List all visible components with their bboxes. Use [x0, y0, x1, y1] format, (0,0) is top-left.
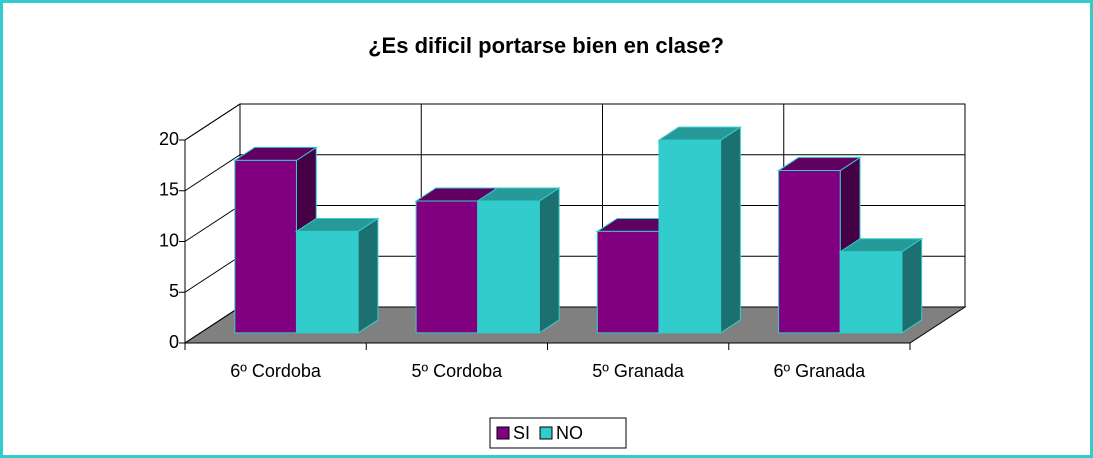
bar-side: [720, 126, 741, 334]
bar: [295, 230, 359, 334]
bar: [234, 159, 297, 334]
x-tick-label: 6º Cordoba: [230, 361, 322, 381]
legend-box: [489, 417, 627, 449]
y-tick-label: 15: [159, 180, 179, 200]
bar: [415, 200, 479, 334]
legend-label: NO: [556, 423, 583, 443]
bar: [839, 251, 903, 334]
x-tick-label: 5º Cordoba: [412, 361, 504, 381]
bar: [596, 230, 660, 334]
legend-label: SI: [513, 423, 530, 443]
legend-swatch: [496, 426, 510, 440]
y-tick-label: 10: [159, 230, 179, 250]
bar-side: [357, 217, 379, 334]
y-tick-label: 20: [159, 129, 179, 149]
x-tick-label: 5º Granada: [592, 361, 685, 381]
y-tick-label: 5: [169, 281, 179, 301]
y-tick-label: 0: [169, 332, 179, 352]
bar: [658, 139, 722, 334]
bar: [778, 170, 841, 334]
bar: [477, 200, 540, 334]
x-tick-label: 6º Granada: [774, 361, 867, 381]
legend-swatch: [539, 426, 553, 440]
grid-line: [184, 103, 965, 141]
bar-side: [538, 187, 560, 334]
chart-title: ¿Es dificil portarse bien en clase?: [368, 33, 724, 58]
bar-side: [901, 237, 923, 334]
